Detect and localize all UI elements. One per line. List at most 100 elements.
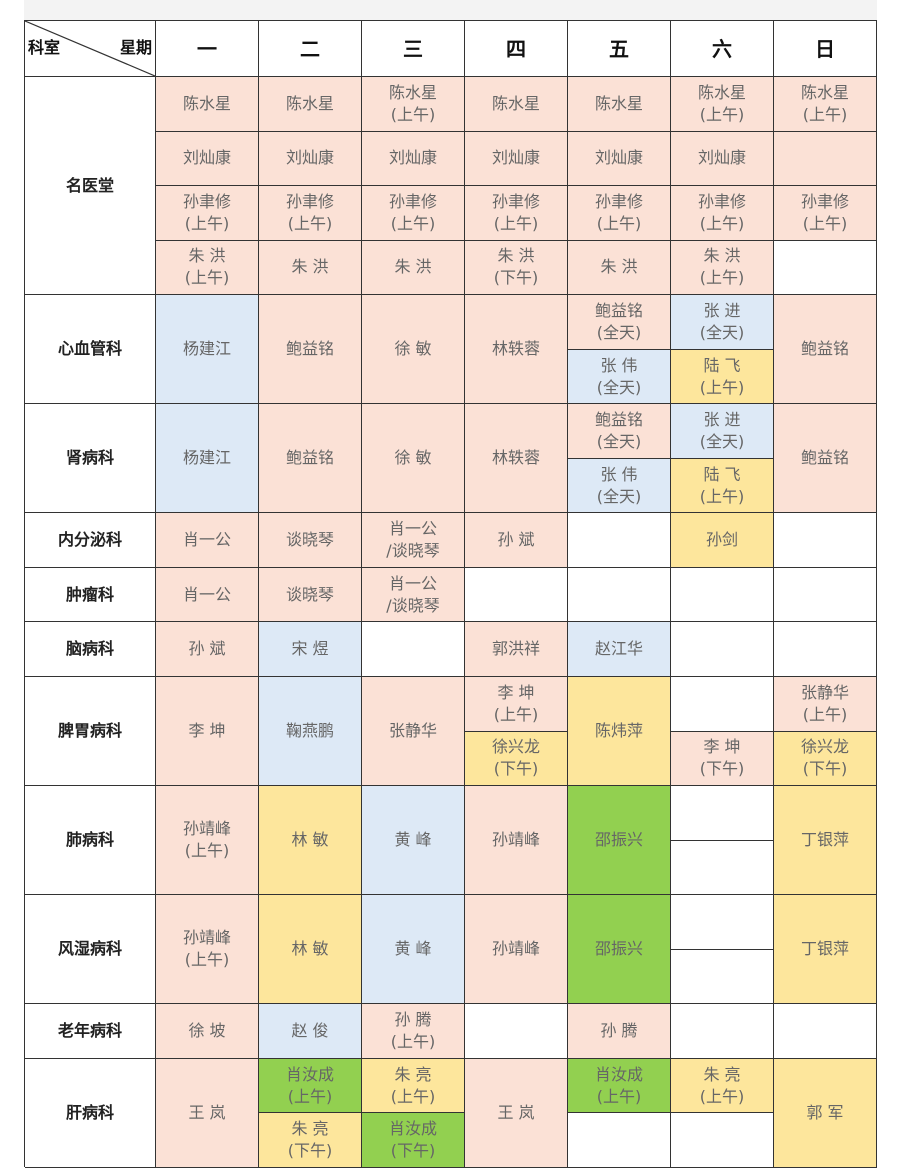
day-header: 四 xyxy=(465,21,568,77)
doctor-name: 朱 亮 xyxy=(291,1119,329,1139)
schedule-cell: 陆 飞 (上午) xyxy=(671,458,774,514)
schedule-cell: 张 伟 (全天) xyxy=(568,349,671,405)
schedule-cell: 陈水星 (上午) xyxy=(671,77,774,132)
doctor-name: 孙聿修 xyxy=(594,191,643,211)
doctor-name: 孙靖峰 xyxy=(491,939,540,959)
schedule-cell: 鲍益铭 (全天) xyxy=(568,404,671,459)
department-name: 风湿病科 xyxy=(25,895,156,1005)
doctor-name: 孙剑 xyxy=(705,530,738,550)
schedule-cell: 赵 俊 xyxy=(259,1004,362,1059)
doctor-name: 李 坤 xyxy=(188,721,226,741)
shift-note: (下午) xyxy=(802,759,848,779)
empty-cell xyxy=(568,513,671,568)
shift-note: (全天) xyxy=(699,322,745,342)
schedule-cell: 孙聿修 (上午) xyxy=(568,186,671,241)
schedule-cell: 徐 坡 xyxy=(156,1004,259,1059)
schedule-cell: 朱 洪 (上午) xyxy=(156,240,259,296)
doctor-name: 邵振兴 xyxy=(594,939,643,959)
schedule-cell: 黄 峰 xyxy=(362,786,465,896)
top-band xyxy=(24,0,877,20)
schedule-cell: 朱 亮 (上午) xyxy=(362,1058,465,1114)
doctor-name: 鲍益铭 xyxy=(594,410,643,430)
schedule-cell: 肖一公 xyxy=(156,513,259,568)
schedule-cell xyxy=(774,131,877,187)
doctor-name: 肖一公 xyxy=(182,584,231,604)
doctor-name: 徐兴龙 xyxy=(800,737,849,757)
shift-note: (下午) xyxy=(699,759,745,779)
shift-note: (上午) xyxy=(596,1086,642,1106)
department-name: 肺病科 xyxy=(25,786,156,896)
empty-cell xyxy=(774,1004,877,1059)
doctor-name: 刘灿康 xyxy=(594,148,643,168)
shift-note: (上午) xyxy=(802,104,848,124)
doctor-name: 鞠燕鹏 xyxy=(285,721,334,741)
shift-note: (上午) xyxy=(802,704,848,724)
schedule-cell: 陈水星 (上午) xyxy=(362,77,465,132)
schedule-cell: 陈水星 xyxy=(156,77,259,132)
shift-note: (下午) xyxy=(493,759,539,779)
schedule-cell: 孙聿修 (上午) xyxy=(774,186,877,241)
shift-note: (上午) xyxy=(699,104,745,124)
empty-cell xyxy=(362,622,465,678)
schedule-cell: 张 伟 (全天) xyxy=(568,458,671,514)
schedule-cell: 杨建江 xyxy=(156,404,259,514)
doctor-name: 张静华 xyxy=(388,721,437,741)
schedule-cell: 朱 洪 xyxy=(259,240,362,296)
empty-cell xyxy=(671,567,774,623)
schedule-cell: 张 进 (全天) xyxy=(671,404,774,459)
schedule-cell: 丁银萍 xyxy=(774,895,877,1005)
schedule-cell: 孙聿修 (上午) xyxy=(259,186,362,241)
schedule-cell: 朱 洪 xyxy=(568,240,671,296)
schedule-cell: 林 敏 xyxy=(259,786,362,896)
shift-note: (上午) xyxy=(390,104,436,124)
schedule-cell: 李 坤 (下午) xyxy=(671,731,774,787)
schedule-cell: 孙靖峰 xyxy=(465,786,568,896)
empty-cell xyxy=(465,567,568,623)
doctor-name: 林 敏 xyxy=(291,939,329,959)
schedule-cell: 宋 煜 xyxy=(259,622,362,678)
doctor-name: 陈水星 xyxy=(800,82,849,102)
doctor-name: 鲍益铭 xyxy=(800,448,849,468)
doctor-name: 肖汝成 xyxy=(594,1064,643,1084)
empty-cell xyxy=(774,622,877,678)
schedule-cell: 肖一公/谈晓琴 xyxy=(362,567,465,623)
shift-note: (上午) xyxy=(184,950,230,970)
doctor-name: 孙靖峰 xyxy=(182,819,231,839)
shift-note: (下午) xyxy=(493,268,539,288)
schedule-cell: 刘灿康 xyxy=(259,131,362,187)
doctor-name: 丁银萍 xyxy=(800,830,849,850)
shift-note: (全天) xyxy=(596,432,642,452)
schedule-cell: 刘灿康 xyxy=(465,131,568,187)
doctor-name: 丁银萍 xyxy=(800,939,849,959)
doctor-name: 肖汝成 xyxy=(388,1119,437,1139)
schedule-cell: 肖汝成 (上午) xyxy=(259,1058,362,1114)
doctor-name: 张 伟 xyxy=(600,355,638,375)
schedule-cell: 朱 亮 (上午) xyxy=(671,1058,774,1114)
doctor-name: 肖一公 xyxy=(388,519,437,539)
doctor-name: 鲍益铭 xyxy=(285,339,334,359)
schedule-cell: 肖汝成 (上午) xyxy=(568,1058,671,1114)
doctor-name: 陈水星 xyxy=(594,93,643,113)
shift-note: (全天) xyxy=(596,322,642,342)
shift-note: /谈晓琴 xyxy=(386,595,440,615)
schedule-cell: 刘灿康 xyxy=(568,131,671,187)
schedule-cell: 徐 敏 xyxy=(362,295,465,405)
doctor-name: 郭 军 xyxy=(806,1102,844,1122)
doctor-name: 徐 敏 xyxy=(394,448,432,468)
schedule-cell: 刘灿康 xyxy=(671,131,774,187)
corner-header: 科室 星期 xyxy=(25,21,156,77)
empty-cell xyxy=(774,240,877,296)
doctor-name: 陈水星 xyxy=(491,93,540,113)
doctor-name: 黄 峰 xyxy=(394,939,432,959)
department-name: 内分泌科 xyxy=(25,513,156,568)
shift-note: (上午) xyxy=(287,213,333,233)
shift-note: (上午) xyxy=(802,213,848,233)
schedule-cell: 孙 斌 xyxy=(465,513,568,568)
doctor-name: 陆 飞 xyxy=(703,355,741,375)
department-name: 脑病科 xyxy=(25,622,156,678)
day-header: 二 xyxy=(259,21,362,77)
doctor-name: 陆 飞 xyxy=(703,464,741,484)
schedule-cell: 陈炜萍 xyxy=(568,677,671,787)
schedule-cell: 孙 腾 (上午) xyxy=(362,1004,465,1059)
schedule-cell: 孙剑 xyxy=(671,513,774,568)
